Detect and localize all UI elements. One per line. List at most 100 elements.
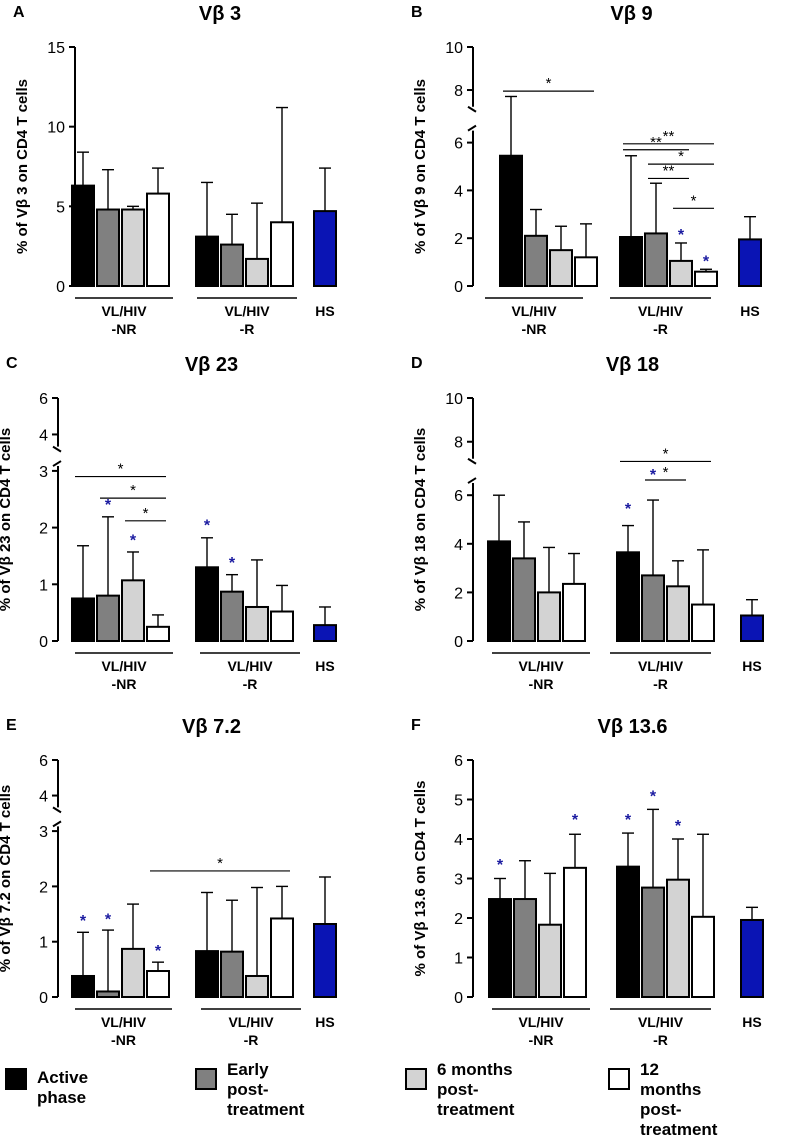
panel-E: E Vβ 7.2 % of Vβ 7.2 on CD4 T cells 0 1 2 3 4 6 V… [0, 716, 337, 1048]
y-tick-label: 15 [47, 40, 65, 57]
group-label-F-1: -R [653, 1032, 668, 1048]
bar-B-g1-s3 [694, 270, 718, 288]
axis-break-mark [52, 460, 62, 467]
bar-F-g0-s2 [538, 923, 562, 999]
bar-E-g1-s0 [195, 950, 219, 999]
group-label-hs-E: HS [315, 1014, 334, 1030]
significance-star-blue: * [703, 253, 710, 270]
bar-E-g1-s3 [270, 917, 294, 998]
axis-break-mark [467, 457, 477, 465]
bar-A-g0-s3 [146, 192, 170, 287]
y-tick-label: 2 [454, 231, 463, 248]
bar-B-hs [738, 238, 762, 288]
panel-letter-D: D [411, 355, 423, 372]
panel-letter-B: B [411, 4, 423, 21]
significance-star-blue: * [155, 943, 162, 960]
y-axis-label-C: % of Vβ 23 on CD4 T cells [0, 428, 14, 611]
y-tick-label: 4 [454, 832, 463, 849]
y-tick-label: 1 [39, 935, 48, 952]
group-label-F-0: VL/HIV [518, 1014, 564, 1030]
y-tick-label: 0 [454, 279, 463, 296]
axis-break-mark [52, 806, 62, 814]
legend-swatch-6-months [405, 1068, 427, 1090]
bar-A-g0-s1 [96, 208, 120, 288]
bar-F-g0-s1 [513, 898, 537, 998]
panel-letter-E: E [6, 717, 17, 734]
y-tick-label: 0 [39, 990, 48, 1007]
y-tick-label: 4 [454, 537, 463, 554]
group-label-B-1: VL/HIV [638, 303, 684, 319]
bar-D-g0-s0 [487, 540, 511, 642]
bar-F-g1-s3 [691, 915, 715, 998]
y-tick-label: 3 [39, 824, 48, 841]
y-tick-label: 4 [39, 427, 48, 444]
group-label-B-1: -R [653, 321, 668, 337]
group-label-B-0: VL/HIV [511, 303, 557, 319]
significance-label: * [663, 445, 669, 462]
y-tick-label: 5 [454, 793, 463, 810]
figure-canvas: A Vβ 3% of Vβ 3 on CD4 T cells051015VL/HI… [0, 3, 764, 1048]
legend-label-active-phase: Active phase [37, 1068, 89, 1107]
bar-F-g0-s0 [488, 898, 512, 998]
bar-D-g1-s3 [691, 603, 715, 642]
bar-D-g0-s2 [537, 591, 561, 643]
panel-C: C Vβ 23 % of Vβ 23 on CD4 T cells 0 1 2 3 4 6 VL/… [0, 354, 337, 692]
group-label-hs-A: HS [315, 303, 334, 319]
group-label-C-1: -R [243, 676, 258, 692]
significance-star-blue: * [572, 812, 579, 829]
bar-C-g0-s0 [71, 597, 95, 642]
bar-A-g1-s2 [245, 257, 269, 287]
bar-D-g1-s0 [616, 551, 640, 642]
y-tick-label: 4 [454, 183, 463, 200]
significance-label: * [546, 75, 552, 92]
significance-label: ** [650, 134, 662, 151]
bar-F-hs [740, 918, 764, 998]
group-label-A-1: -R [240, 321, 255, 337]
bar-C-g0-s3 [146, 625, 170, 643]
axis-break-mark [52, 820, 62, 828]
y-tick-label: 10 [47, 120, 65, 137]
significance-star-blue: * [105, 497, 112, 514]
bar-D-g1-s1 [641, 574, 665, 643]
significance-star-blue: * [625, 501, 632, 518]
significance-star-blue: * [650, 467, 657, 484]
panel-letter-A: A [13, 4, 25, 21]
group-label-E-1: VL/HIV [228, 1014, 274, 1030]
bar-A-g1-s3 [270, 221, 294, 287]
significance-label: * [130, 482, 136, 499]
panel-A: A Vβ 3 % of Vβ 3 on CD4 T cells 0 5 10 15 VL/HI… [13, 3, 337, 337]
chart-title-A: Vβ 3 [199, 3, 241, 25]
chart-title-B: Vβ 9 [610, 3, 652, 25]
panel-F: F Vβ 13.6 % of Vβ 13.6 on CD4 T cells 0 1 2 3 4… [411, 716, 764, 1048]
bar-B-g0-s0 [499, 154, 523, 287]
bar-C-g1-s2 [245, 605, 269, 642]
group-label-F-0: -NR [529, 1032, 554, 1048]
group-label-B-0: -NR [522, 321, 547, 337]
significance-star-blue: * [650, 789, 657, 806]
y-tick-label: 8 [454, 435, 463, 452]
y-tick-label: 1 [39, 577, 48, 594]
legend-swatch-12-months [608, 1068, 630, 1090]
significance-label: * [678, 148, 684, 165]
axis-break-mark [467, 105, 477, 113]
bar-A-g0-s2 [121, 208, 145, 288]
panel-letter-C: C [6, 355, 18, 372]
panel-D: D Vβ 18 % of Vβ 18 on CD4 T cells 0 2 4 6 8 10 VL… [411, 354, 764, 692]
bar-A-g1-s1 [220, 243, 244, 287]
group-label-E-0: VL/HIV [101, 1014, 147, 1030]
legend-label-12-months: 12 months post-treatment [640, 1060, 718, 1139]
y-tick-label: 0 [39, 634, 48, 651]
significance-label: * [118, 461, 124, 478]
group-label-A-1: VL/HIV [224, 303, 270, 319]
y-tick-label: 6 [454, 136, 463, 153]
bar-A-g1-s0 [195, 235, 219, 288]
significance-label: * [691, 192, 697, 209]
y-tick-label: 6 [454, 488, 463, 505]
group-label-D-0: -NR [529, 676, 554, 692]
group-label-D-0: VL/HIV [518, 658, 564, 674]
bar-F-g1-s0 [616, 865, 640, 999]
bar-C-hs [313, 624, 337, 643]
y-tick-label: 0 [454, 990, 463, 1007]
y-axis-label-D: % of Vβ 18 on CD4 T cells [412, 428, 429, 611]
significance-label: ** [663, 128, 675, 145]
